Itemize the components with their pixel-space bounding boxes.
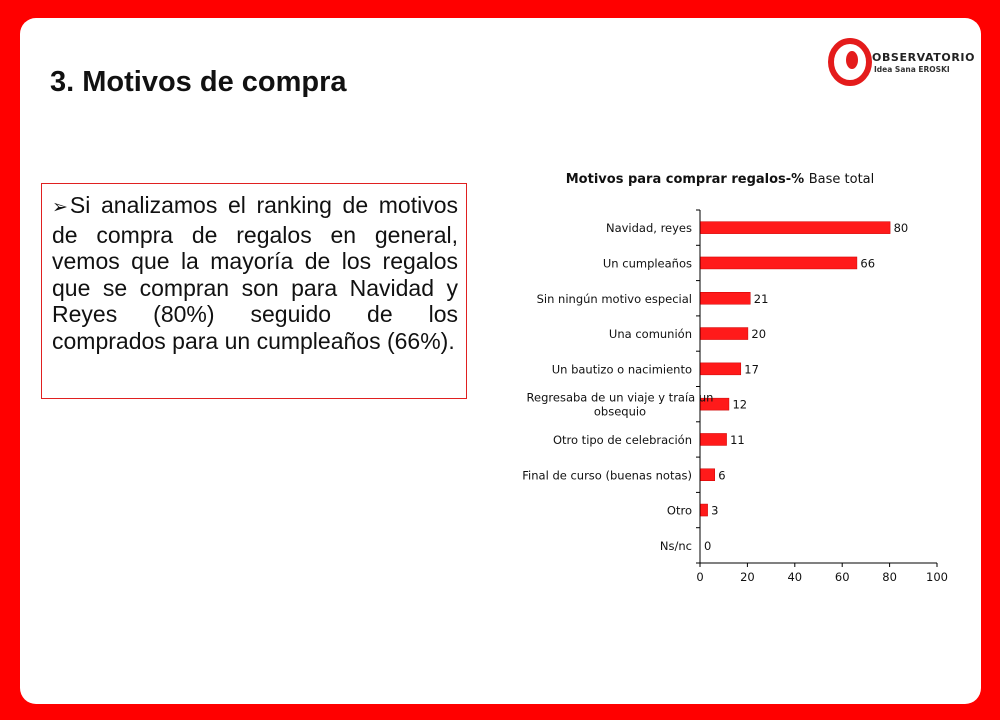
category-label: Navidad, reyes (606, 221, 692, 235)
x-tick-label: 0 (696, 570, 703, 584)
category-label-line: Final de curso (buenas notas) (522, 468, 692, 482)
logo-inner-icon (846, 51, 858, 69)
data-label: 80 (894, 221, 909, 235)
category-label: Un bautizo o nacimiento (552, 362, 692, 376)
category-label: Otro tipo de celebración (553, 433, 692, 447)
data-label: 17 (744, 362, 759, 376)
category-label: Final de curso (buenas notas) (522, 468, 692, 482)
logo-tagline: Idea Sana EROSKI (874, 65, 950, 74)
bar (700, 221, 891, 234)
logo-wordmark: OBSERVATORIO (872, 51, 976, 64)
observatorio-logo (828, 38, 872, 86)
arrow-bullet-icon: ➢ (52, 197, 68, 218)
data-label: 20 (751, 327, 766, 341)
category-label-line: Otro tipo de celebración (553, 433, 692, 447)
bar (700, 397, 730, 411)
data-label: 66 (860, 256, 875, 270)
bar (700, 256, 858, 270)
bar (700, 327, 749, 340)
category-label-line: obsequio (594, 405, 646, 419)
chart-title-main: Motivos para comprar regalos-% (566, 172, 809, 187)
summary-paragraph: ➢Si analizamos el ranking de motivos de … (52, 192, 458, 354)
summary-textbox: ➢Si analizamos el ranking de motivos de … (41, 183, 467, 399)
category-label: Regresaba de un viaje y traía un obsequio (527, 391, 714, 419)
category-label-line: Sin ningún motivo especial (537, 292, 692, 306)
data-label: 21 (754, 292, 769, 306)
bar (700, 362, 742, 376)
data-label: 6 (718, 468, 725, 482)
x-tick-label: 40 (787, 570, 802, 584)
data-label: 0 (704, 539, 711, 553)
category-label-line: Otro (667, 504, 692, 518)
x-tick-label: 20 (740, 570, 755, 584)
category-label-line: Navidad, reyes (606, 221, 692, 235)
page-title: 3. Motivos de compra (50, 66, 347, 98)
category-label-line: Una comunión (609, 327, 692, 341)
bar (700, 292, 751, 305)
data-label: 12 (732, 398, 747, 412)
logo-ring-icon (828, 38, 872, 86)
x-tick-label: 100 (926, 570, 948, 584)
category-label-line: Un bautizo o nacimiento (552, 362, 692, 376)
category-label-line: Un cumpleaños (603, 256, 692, 270)
bar-chart: Motivos para comprar regalos-% Base tota… (522, 172, 948, 584)
data-label: 11 (730, 433, 745, 447)
category-label-line: Regresaba de un viaje y traía un (527, 391, 714, 405)
summary-text: Si analizamos el ranking de motivos de c… (52, 192, 458, 354)
category-label: Otro (667, 504, 692, 518)
x-tick-label: 60 (835, 570, 850, 584)
bar (700, 468, 715, 481)
category-label: Sin ningún motivo especial (537, 292, 692, 306)
bar (700, 503, 708, 517)
category-label: Un cumpleaños (603, 256, 692, 270)
slide-panel (20, 18, 981, 704)
category-label: Ns/nc (660, 539, 692, 553)
x-tick-label: 80 (882, 570, 897, 584)
category-label-line: Ns/nc (660, 539, 692, 553)
chart-title-sub: Base total (809, 172, 875, 187)
bar (700, 433, 727, 446)
data-label: 3 (711, 504, 718, 518)
chart-title: Motivos para comprar regalos-% Base tota… (566, 172, 875, 187)
category-label: Una comunión (609, 327, 692, 341)
